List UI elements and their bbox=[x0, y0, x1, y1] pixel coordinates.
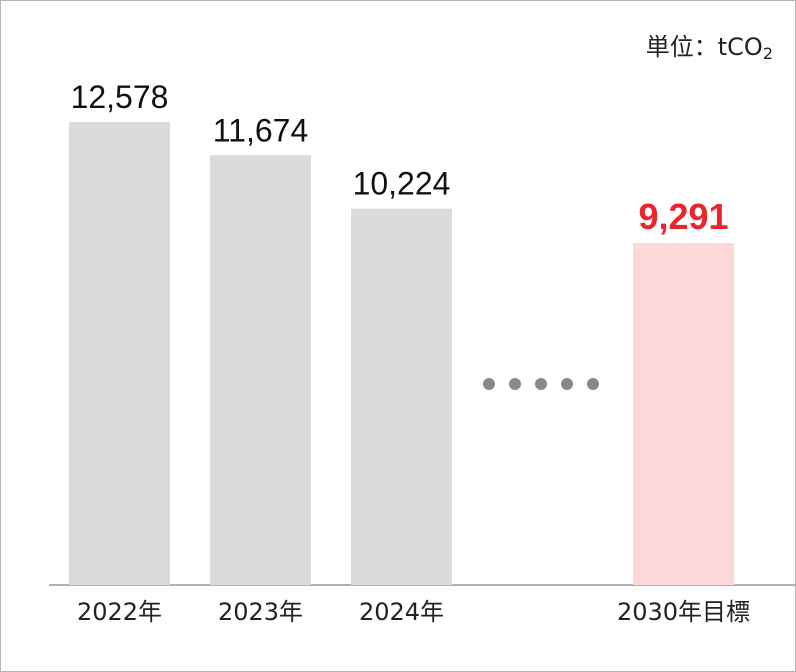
bar-target bbox=[633, 242, 734, 585]
value-label: 12,578 bbox=[71, 79, 169, 115]
category-label: 2024年 bbox=[359, 598, 444, 626]
value-label: 10,224 bbox=[353, 166, 451, 202]
unit-label: 単位：tCO2 bbox=[645, 33, 773, 63]
category-label: 2022年 bbox=[77, 598, 162, 626]
ellipsis-dot bbox=[561, 378, 573, 390]
value-label: 11,674 bbox=[213, 112, 309, 148]
value-label: 9,291 bbox=[638, 196, 728, 237]
ellipsis-dot bbox=[535, 378, 547, 390]
bar bbox=[69, 122, 170, 585]
ellipsis-dot bbox=[587, 378, 599, 390]
category-label: 2030年目標 bbox=[617, 598, 750, 626]
ellipsis-dot bbox=[509, 378, 521, 390]
bar bbox=[210, 155, 311, 585]
bar bbox=[351, 208, 452, 585]
ellipsis-dot bbox=[483, 378, 495, 390]
category-label: 2023年 bbox=[218, 598, 303, 626]
